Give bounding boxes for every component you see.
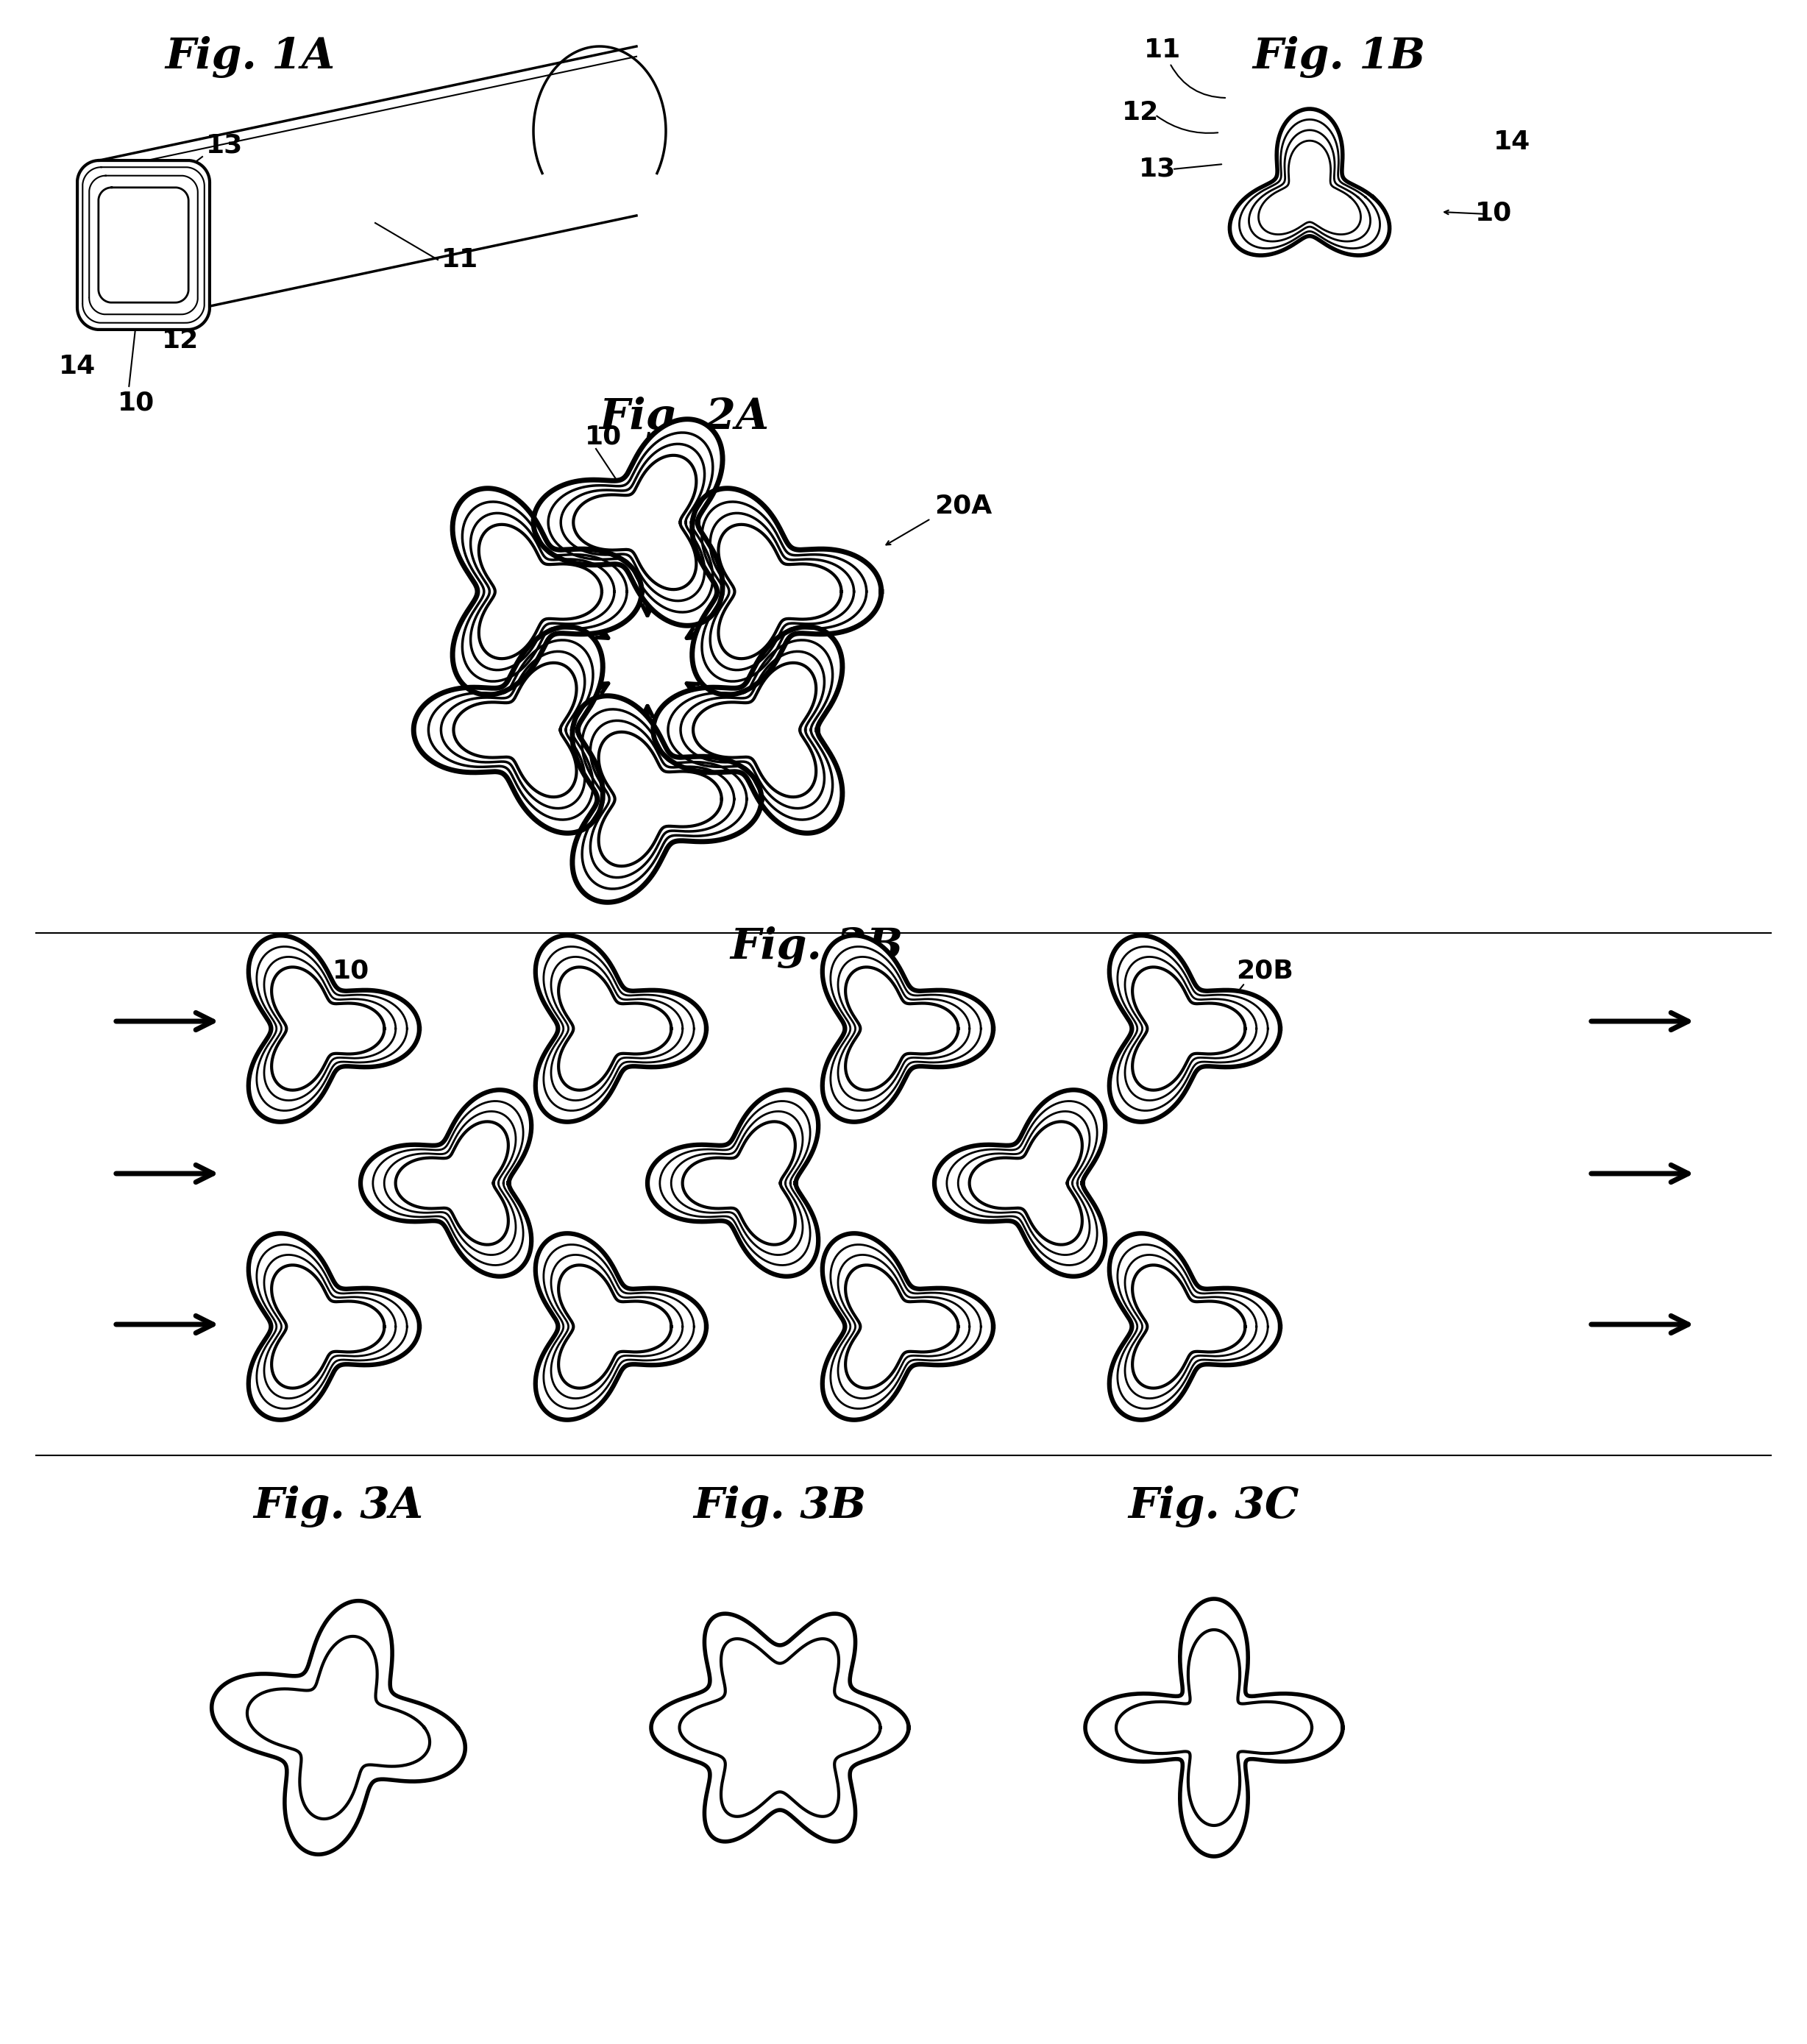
Polygon shape: [89, 176, 197, 315]
Text: 22: 22: [699, 1171, 735, 1198]
Text: Fig. 3C: Fig. 3C: [1129, 1486, 1299, 1527]
Text: 10: 10: [585, 423, 622, 450]
Text: 11: 11: [441, 247, 479, 272]
Polygon shape: [1086, 1598, 1343, 1856]
Polygon shape: [535, 1233, 707, 1421]
Polygon shape: [99, 47, 636, 329]
Text: 21: 21: [582, 869, 618, 893]
Polygon shape: [414, 628, 604, 834]
Text: 12: 12: [1122, 100, 1158, 125]
Polygon shape: [98, 188, 188, 303]
Polygon shape: [1109, 936, 1279, 1122]
Polygon shape: [452, 489, 641, 695]
Polygon shape: [692, 489, 882, 695]
Text: 20B: 20B: [1236, 959, 1294, 983]
Polygon shape: [361, 1089, 531, 1275]
Text: 10: 10: [1475, 200, 1512, 227]
Polygon shape: [249, 936, 419, 1122]
Text: Fig. 2B: Fig. 2B: [730, 926, 904, 969]
Polygon shape: [249, 1233, 419, 1421]
Polygon shape: [533, 419, 723, 625]
Text: 20A: 20A: [934, 495, 992, 519]
Text: 13: 13: [206, 133, 242, 157]
Text: 22: 22: [416, 1171, 452, 1198]
Polygon shape: [651, 1613, 909, 1842]
Polygon shape: [652, 628, 842, 834]
Text: Fig. 3B: Fig. 3B: [694, 1486, 866, 1527]
Text: 13: 13: [1138, 157, 1176, 182]
Text: 11: 11: [1144, 37, 1182, 63]
Text: 10: 10: [332, 959, 369, 983]
Text: 12: 12: [163, 329, 199, 354]
Text: 22: 22: [983, 1171, 1019, 1198]
Polygon shape: [822, 1233, 994, 1421]
Text: 14: 14: [60, 354, 96, 378]
Polygon shape: [78, 159, 210, 329]
Text: 10: 10: [117, 390, 155, 415]
Polygon shape: [211, 1600, 464, 1854]
Text: Fig. 3A: Fig. 3A: [253, 1486, 423, 1527]
Polygon shape: [573, 695, 761, 901]
Polygon shape: [1109, 1233, 1279, 1421]
Text: Fig. 1B: Fig. 1B: [1252, 37, 1426, 78]
Polygon shape: [1231, 108, 1390, 256]
Polygon shape: [535, 936, 707, 1122]
Polygon shape: [822, 936, 994, 1122]
Polygon shape: [647, 1089, 819, 1275]
Text: 14: 14: [1494, 129, 1531, 155]
Text: Fig. 1A: Fig. 1A: [164, 37, 334, 78]
Text: Fig. 2A: Fig. 2A: [600, 397, 770, 439]
Polygon shape: [934, 1089, 1106, 1275]
Polygon shape: [83, 168, 204, 323]
